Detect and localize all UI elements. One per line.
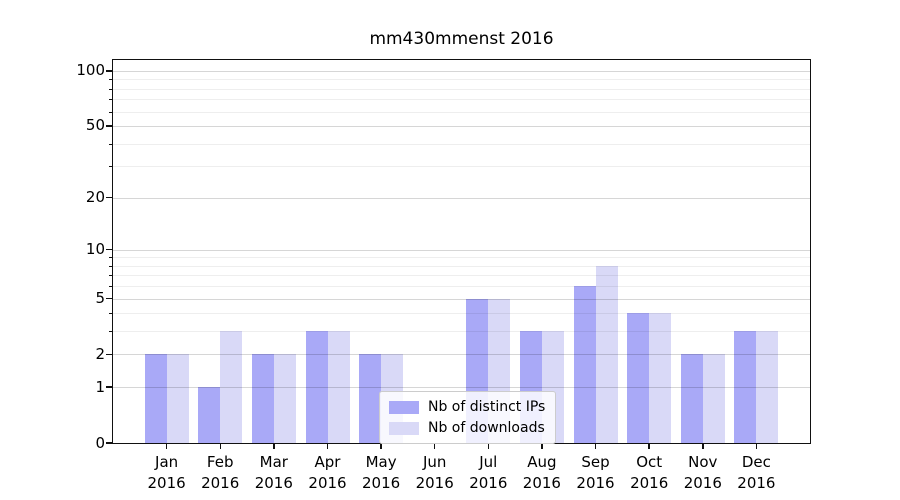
x-tick-label-sep: Sep 2016	[576, 453, 615, 492]
bars-layer	[113, 60, 810, 443]
y-tick-label-100: 100	[76, 61, 105, 80]
y-minor-tick-mark-7	[109, 275, 113, 277]
y-tick-label-20: 20	[85, 188, 105, 206]
bar-downloads-jan	[166, 354, 189, 443]
x-tick-mark-oct	[648, 443, 650, 449]
legend-label-distinct-ips: Nb of distinct IPs	[428, 399, 546, 415]
plot-area	[112, 59, 811, 444]
x-tick-label-oct: Oct 2016	[630, 453, 669, 492]
bar-distinct-ips-jan	[144, 354, 167, 443]
y-tick-mark-5	[106, 297, 113, 300]
x-tick-label-aug: Aug 2016	[522, 453, 561, 492]
y-tick-label-1: 1	[95, 377, 105, 396]
x-tick-mark-dec	[755, 443, 758, 449]
y-tick-mark-50	[106, 125, 113, 127]
y-minor-tick-mark-60	[109, 111, 113, 113]
y-tick-mark-100	[106, 70, 113, 72]
bar-downloads-dec	[756, 331, 779, 443]
y-minor-tick-mark-70	[109, 99, 113, 101]
bar-distinct-ips-may	[359, 354, 382, 443]
y-minor-tick-mark-30	[109, 166, 113, 168]
legend-item-downloads: Nb of downloads	[389, 420, 545, 436]
legend-swatch-downloads	[389, 421, 419, 435]
x-tick-label-jun: Jun 2016	[415, 453, 454, 492]
x-tick-mark-feb	[219, 443, 221, 449]
y-minor-tick-mark-8	[109, 265, 113, 267]
bar-downloads-mar	[273, 354, 296, 443]
y-minor-tick-mark-6	[109, 286, 113, 288]
x-tick-mark-jul	[487, 443, 490, 449]
bar-distinct-ips-dec	[734, 331, 757, 443]
bar-distinct-ips-nov	[680, 354, 703, 443]
bar-distinct-ips-mar	[251, 354, 274, 443]
x-tick-label-apr: Apr 2016	[308, 453, 347, 492]
y-tick-label-2: 2	[95, 344, 105, 363]
y-minor-tick-mark-90	[109, 79, 113, 81]
x-tick-mark-nov	[702, 443, 704, 449]
x-tick-mark-sep	[594, 443, 597, 449]
x-tick-label-jan: Jan 2016	[147, 453, 186, 492]
bar-downloads-oct	[649, 313, 672, 443]
chart-title: mm430mmenst 2016	[369, 29, 554, 49]
x-tick-mark-apr	[326, 443, 329, 449]
y-minor-tick-mark-3	[109, 331, 113, 333]
bar-downloads-apr	[327, 331, 350, 443]
y-minor-tick-mark-80	[109, 88, 113, 90]
x-tick-mark-jan	[165, 443, 168, 449]
y-tick-label-5: 5	[95, 289, 105, 307]
y-tick-mark-2	[106, 353, 113, 356]
y-tick-label-0: 0	[95, 433, 105, 452]
legend-swatch-distinct-ips	[389, 400, 419, 414]
x-tick-mark-jun	[433, 443, 436, 449]
x-tick-label-may: May 2016	[362, 453, 401, 492]
legend-item-distinct-ips: Nb of distinct IPs	[389, 399, 545, 415]
x-tick-mark-aug	[541, 443, 543, 449]
legend-label-downloads: Nb of downloads	[428, 420, 545, 436]
bar-distinct-ips-oct	[627, 313, 650, 443]
y-minor-tick-mark-40	[109, 143, 113, 145]
x-tick-label-feb: Feb 2016	[201, 453, 240, 492]
x-tick-label-nov: Nov 2016	[683, 453, 722, 492]
x-tick-label-jul: Jul 2016	[469, 453, 508, 492]
y-tick-label-10: 10	[85, 240, 105, 259]
bar-downloads-nov	[702, 354, 725, 443]
legend: Nb of distinct IPs Nb of downloads	[379, 391, 557, 444]
y-tick-mark-0	[106, 442, 113, 444]
bar-downloads-sep	[595, 265, 618, 443]
bar-distinct-ips-sep	[573, 286, 596, 443]
bar-distinct-ips-feb	[198, 387, 221, 443]
x-tick-mark-may	[380, 443, 382, 449]
y-minor-tick-mark-9	[109, 257, 113, 259]
bar-distinct-ips-apr	[305, 331, 328, 443]
x-tick-label-mar: Mar 2016	[254, 453, 293, 492]
y-tick-mark-10	[106, 248, 113, 251]
y-tick-mark-20	[106, 196, 113, 199]
bar-downloads-feb	[220, 331, 243, 443]
x-tick-mark-mar	[273, 443, 275, 449]
y-minor-tick-mark-4	[109, 313, 113, 315]
y-tick-label-50: 50	[85, 116, 105, 135]
x-tick-label-dec: Dec 2016	[737, 453, 776, 492]
y-tick-mark-1	[106, 386, 113, 388]
